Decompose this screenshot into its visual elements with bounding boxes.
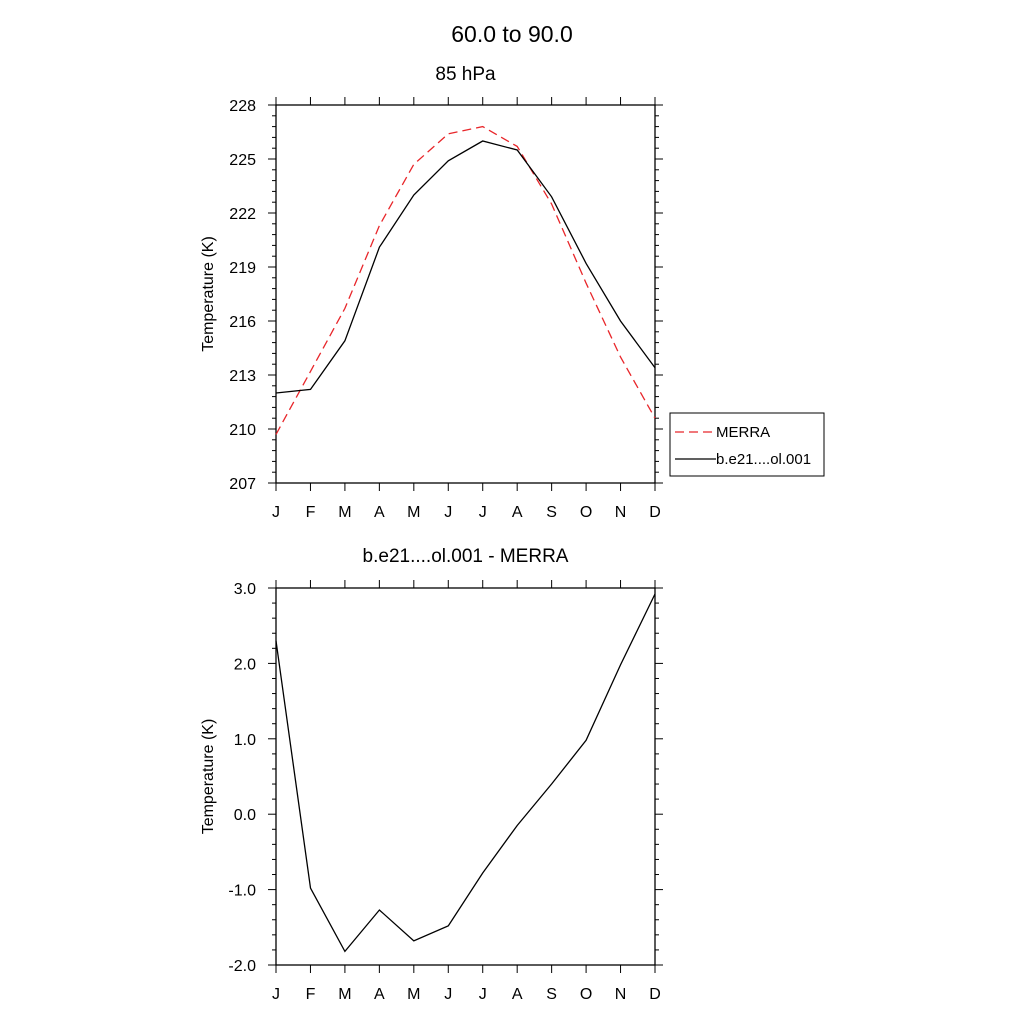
- y-tick-label: 225: [229, 152, 256, 169]
- x-tick-label: A: [512, 986, 523, 1003]
- y-tick-label: 219: [229, 260, 256, 277]
- plot-frame: [275, 104, 656, 484]
- y-tick-label: 222: [229, 206, 256, 223]
- y-tick-label: 213: [229, 368, 256, 385]
- x-tick-label: S: [546, 504, 557, 521]
- legend-box: [669, 412, 825, 477]
- x-tick-label: J: [272, 504, 280, 521]
- x-tick-label: A: [512, 504, 523, 521]
- x-tick-label: N: [615, 986, 627, 1003]
- plot-frame: [275, 587, 656, 966]
- y-tick-label: 228: [229, 98, 256, 115]
- x-tick-label: M: [407, 986, 420, 1003]
- x-tick-label: J: [444, 986, 452, 1003]
- series-line-merra: [275, 125, 656, 435]
- x-tick-label: A: [374, 986, 385, 1003]
- y-tick-label: -2.0: [228, 958, 256, 975]
- x-tick-label: M: [407, 504, 420, 521]
- x-tick-label: S: [546, 986, 557, 1003]
- x-tick-label: J: [444, 504, 452, 521]
- y-tick-label: 210: [229, 422, 256, 439]
- y-tick-label: 0.0: [234, 807, 256, 824]
- figure-title: 60.0 to 90.0: [451, 21, 573, 47]
- difference-panel: b.e21....ol.001 - MERRA -2.0 -1.0 0.0 1.0 2.0…: [200, 546, 663, 1003]
- x-tick-label: J: [479, 986, 487, 1003]
- x-tick-label: J: [272, 986, 280, 1003]
- x-tick-label: D: [649, 504, 661, 521]
- x-tick-label: F: [306, 986, 316, 1003]
- legend-label: b.e21....ol.001: [716, 451, 811, 468]
- legend-label: MERRA: [716, 424, 770, 441]
- x-tick-label: M: [338, 504, 351, 521]
- temperature-panel: 85 hPa 207 210 213 216 219 222 225 228 J F M A M J J A S O…: [200, 64, 825, 521]
- panel-title: 85 hPa: [435, 64, 496, 85]
- y-tick-label: 216: [229, 314, 256, 331]
- x-tick-label: O: [580, 986, 592, 1003]
- y-tick-label: -1.0: [228, 883, 256, 900]
- series-line-b-e21-ol-001: [275, 140, 656, 394]
- x-tick-label: J: [479, 504, 487, 521]
- panel-title: b.e21....ol.001 - MERRA: [363, 546, 569, 567]
- x-tick-label: N: [615, 504, 627, 521]
- series-line-difference: [275, 593, 656, 953]
- y-tick-label: 207: [229, 476, 256, 493]
- x-tick-label: D: [649, 986, 661, 1003]
- y-tick-label: 3.0: [234, 581, 256, 598]
- y-axis-label: Temperature (K): [200, 719, 217, 835]
- x-tick-label: M: [338, 986, 351, 1003]
- x-tick-label: A: [374, 504, 385, 521]
- x-tick-label: F: [306, 504, 316, 521]
- y-tick-label: 1.0: [234, 732, 256, 749]
- y-tick-label: 2.0: [234, 656, 256, 673]
- x-tick-label: O: [580, 504, 592, 521]
- y-axis-label: Temperature (K): [200, 236, 217, 352]
